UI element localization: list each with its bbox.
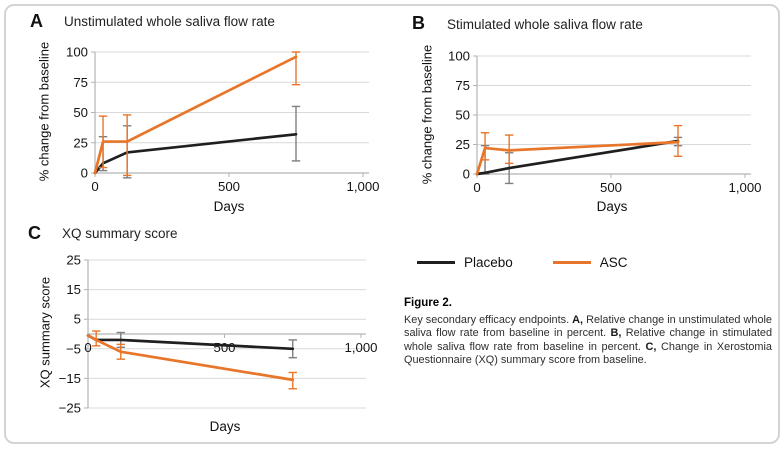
panel-b-label: B bbox=[412, 13, 425, 33]
series-line-placebo bbox=[475, 139, 680, 176]
asc-line-swatch bbox=[552, 260, 591, 265]
caption-segment: C, bbox=[645, 340, 657, 353]
chart-b-x-axis-title: Days bbox=[596, 199, 628, 214]
x-tick-label: 1,000 bbox=[344, 340, 377, 355]
legend: Placebo ASC bbox=[417, 255, 628, 270]
series-line-asc bbox=[93, 55, 298, 175]
caption-title: Figure 2. bbox=[404, 297, 452, 309]
y-tick-label: 15 bbox=[66, 282, 81, 297]
y-tick-label: 5 bbox=[74, 312, 81, 327]
x-tick-label: 1,000 bbox=[346, 179, 379, 194]
y-tick-label: 50 bbox=[455, 108, 470, 123]
series-line-asc bbox=[475, 140, 680, 176]
caption-segment: Change in Xerostomia Questionnaire (XQ) … bbox=[404, 340, 772, 367]
caption-segment: B, bbox=[610, 327, 622, 340]
x-tick-label: 0 bbox=[91, 179, 98, 194]
y-tick-label: 75 bbox=[455, 78, 470, 93]
y-tick-label: −25 bbox=[59, 401, 81, 416]
y-tick-label: 100 bbox=[66, 45, 88, 60]
x-tick-label: 500 bbox=[213, 340, 235, 355]
placebo-line-swatch bbox=[417, 260, 455, 265]
caption-segment: Relative change in stimulated whole sali… bbox=[404, 327, 772, 353]
legend-item-asc: ASC bbox=[552, 255, 628, 270]
y-tick-label: 25 bbox=[73, 135, 88, 150]
y-tick-label: −5 bbox=[66, 341, 81, 356]
x-tick-label: 0 bbox=[84, 340, 91, 355]
panel-c-label: C bbox=[28, 223, 41, 243]
legend-item-placebo: Placebo bbox=[417, 255, 513, 270]
figure-caption: Figure 2. Key secondary efficacy endpoin… bbox=[404, 297, 772, 368]
caption-segment: Key secondary efficacy endpoints. bbox=[404, 314, 573, 326]
series-line-placebo bbox=[93, 132, 298, 175]
x-tick-label: 0 bbox=[473, 180, 480, 195]
y-tick-label: −15 bbox=[59, 371, 81, 386]
y-tick-label: 75 bbox=[73, 75, 88, 90]
x-tick-label: 500 bbox=[218, 179, 240, 194]
y-tick-label: 25 bbox=[455, 137, 470, 152]
legend-label-placebo: Placebo bbox=[464, 255, 513, 270]
y-tick-label: 50 bbox=[73, 105, 88, 120]
y-tick-label: 100 bbox=[448, 49, 470, 64]
panel-c-title: XQ summary score bbox=[62, 226, 178, 241]
figure-card bbox=[4, 4, 780, 444]
panel-a-label: A bbox=[30, 11, 43, 31]
caption-body: Key secondary efficacy endpoints. A, Rel… bbox=[404, 314, 772, 368]
series-line-asc bbox=[86, 334, 295, 382]
y-tick-label: 25 bbox=[66, 253, 81, 268]
chart-a-x-axis-title: Days bbox=[213, 199, 245, 214]
caption-segment: Relative change in unstimulated whole sa… bbox=[404, 314, 772, 340]
caption-segment: A, bbox=[572, 314, 584, 326]
panel-b-title: Stimulated whole saliva flow rate bbox=[447, 17, 643, 32]
panel-a-title: Unstimulated whole saliva flow rate bbox=[64, 14, 275, 29]
y-tick-label: 0 bbox=[463, 167, 470, 182]
legend-label-asc: ASC bbox=[599, 255, 628, 270]
chart-c-x-axis-title: Days bbox=[209, 419, 241, 434]
x-tick-label: 1,000 bbox=[728, 180, 761, 195]
x-tick-label: 500 bbox=[600, 180, 622, 195]
y-tick-label: 0 bbox=[81, 166, 88, 181]
